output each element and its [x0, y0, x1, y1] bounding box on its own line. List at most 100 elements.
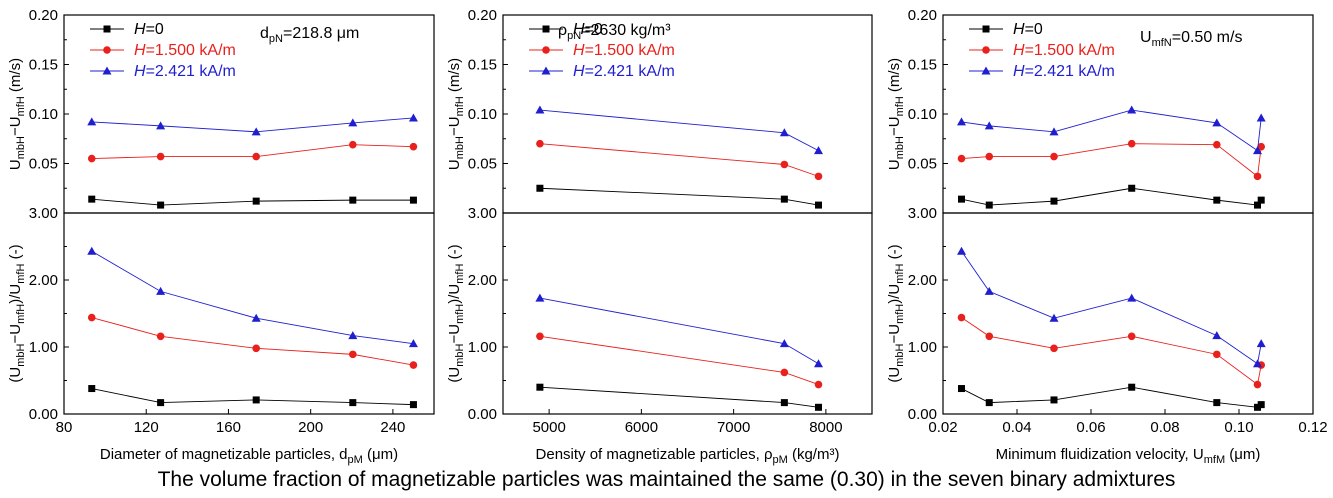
data-point-H2.421	[535, 293, 545, 302]
middle-top-ylabel: UmbH−UmfH (m/s)	[446, 58, 466, 170]
series-line-H2.421	[539, 297, 819, 365]
x-tick-label: 0.04	[1002, 419, 1031, 436]
y-tick-label: 2.00	[468, 272, 497, 289]
legend-label-H2.421: H=2.421 kA/m	[134, 63, 236, 80]
data-point-H2.421	[779, 128, 789, 137]
legend-label-H1.500: H=1.500 kA/m	[134, 42, 236, 59]
data-point-H2.421	[1049, 313, 1059, 322]
data-point-H1.500	[409, 361, 418, 369]
data-point-H2.421	[1127, 105, 1137, 114]
data-point-H1.500	[536, 332, 544, 341]
right-bottom-ylabel: (UmbH−UmfH)/UmfH (-)	[886, 244, 906, 382]
left-bottom-plot: 0.00 1.00 2.00(UmbH−UmfH)/UmfH (-)	[7, 212, 435, 423]
legend-label-H0: H=0	[573, 21, 603, 38]
data-point-H2.421	[813, 359, 823, 368]
left-top-plot: 3.00 0.05 0.10 0.15 0.20 UmbH−UmfH (m/s)	[7, 7, 435, 222]
data-point-H0	[88, 385, 96, 393]
data-point-H2.421	[251, 313, 261, 322]
data-point-H2.421	[984, 121, 994, 130]
data-point-H1.500	[1127, 332, 1136, 341]
legend-marker-H1.500	[982, 46, 990, 54]
series-line-H2.421	[91, 250, 414, 345]
data-point-H2.421	[984, 286, 994, 295]
data-point-H1.500	[349, 350, 357, 359]
right-annotation: UmfN=0.50 m/s	[1140, 29, 1242, 49]
x-tick-label: 120	[134, 419, 159, 436]
data-point-H1.500	[1050, 344, 1058, 353]
legend-marker-H1.500	[542, 46, 550, 54]
x-tick-label: 0.02	[928, 419, 957, 436]
data-point-H1.500	[252, 344, 260, 353]
x-tick-label: 240	[380, 419, 405, 436]
data-point-H0	[814, 403, 822, 411]
y-tick-label: 3.00	[468, 205, 497, 222]
y-tick-label: 3.00	[908, 205, 937, 222]
data-point-H2.421	[1256, 113, 1266, 122]
data-point-H0	[1128, 184, 1136, 192]
data-point-H1.500	[349, 140, 357, 149]
y-tick-label: 0.10	[908, 106, 937, 123]
data-point-H1.500	[1213, 350, 1221, 359]
panel-left: 3.00 0.05 0.10 0.15 0.20 UmbH−UmfH (m/s) 0.00 1…	[7, 7, 435, 466]
data-point-H2.421	[156, 121, 166, 130]
data-point-H0	[985, 201, 993, 209]
series-line-H0	[91, 198, 414, 206]
data-point-H0	[780, 399, 788, 407]
data-point-H2.421	[1049, 127, 1059, 136]
left-xlabel: Diameter of magnetizable particles, dpM …	[100, 446, 398, 466]
data-point-H0	[157, 201, 165, 209]
data-point-H0	[1050, 396, 1058, 404]
x-tick-label: 7000	[717, 419, 750, 436]
middle-xlabel: Density of magnetizable particles, ρpM (…	[536, 446, 840, 466]
left-top-frame	[63, 14, 435, 214]
legend-label-H0: H=0	[134, 21, 164, 38]
series-line-H1.500	[961, 143, 1262, 178]
y-tick-label: 1.00	[908, 339, 937, 356]
data-point-H0	[958, 195, 965, 203]
panel-right: 3.00 0.05 0.10 0.15 0.20 UmbH−UmfH (m/s) 0.00 1…	[886, 7, 1328, 466]
data-point-H0	[1257, 401, 1265, 409]
y-tick-label: 0.05	[468, 156, 497, 173]
data-point-H2.421	[957, 246, 966, 255]
data-point-H1.500	[87, 154, 96, 163]
legend-marker-H2.421	[981, 66, 991, 75]
data-point-H0	[349, 399, 357, 407]
left-bottom-ylabel: (UmbH−UmfH)/UmfH (-)	[7, 244, 27, 382]
data-point-H2.421	[1127, 293, 1137, 302]
series-line-H2.421	[539, 109, 819, 152]
data-point-H2.421	[535, 105, 545, 114]
right-top-plot: 3.00 0.05 0.10 0.15 0.20 UmbH−UmfH (m/s)	[886, 7, 1314, 222]
legend-marker-H2.421	[541, 66, 551, 75]
series-line-H1.500	[539, 143, 819, 177]
data-point-H0	[985, 399, 993, 407]
data-point-H1.500	[814, 172, 823, 181]
legend-marker-H0	[982, 25, 990, 33]
legend-marker-H2.421	[102, 66, 112, 75]
series-line-H2.421	[91, 117, 414, 133]
data-point-H1.500	[409, 142, 418, 151]
data-point-H0	[252, 197, 260, 205]
right-top-ylabel: UmbH−UmfH (m/s)	[886, 58, 906, 170]
data-point-H0	[349, 196, 357, 204]
middle-annotation: ρpN=2630 kg/m³	[558, 22, 671, 42]
y-tick-label: 0.05	[908, 156, 937, 173]
data-point-H0	[409, 196, 417, 204]
figure-caption: The volume fraction of magnetizable part…	[157, 468, 1176, 491]
x-tick-label: 6000	[625, 419, 658, 436]
data-point-H2.421	[348, 118, 358, 127]
y-tick-label: 0.20	[29, 7, 58, 24]
data-point-H1.500	[536, 139, 544, 148]
legend-marker-H0	[542, 25, 550, 33]
data-point-H0	[1213, 399, 1221, 407]
x-tick-label: 0.12	[1298, 419, 1327, 436]
data-point-H1.500	[1253, 380, 1262, 389]
data-point-H1.500	[780, 160, 789, 169]
y-tick-label: 0.15	[29, 57, 58, 74]
y-tick-label: 0.05	[29, 156, 58, 173]
legend-label-H2.421: H=2.421 kA/m	[1013, 63, 1115, 80]
data-point-H0	[1257, 196, 1265, 204]
data-point-H1.500	[985, 152, 994, 161]
data-point-H2.421	[156, 286, 166, 295]
x-tick-label: 160	[216, 419, 241, 436]
x-tick-label: 200	[298, 419, 323, 436]
